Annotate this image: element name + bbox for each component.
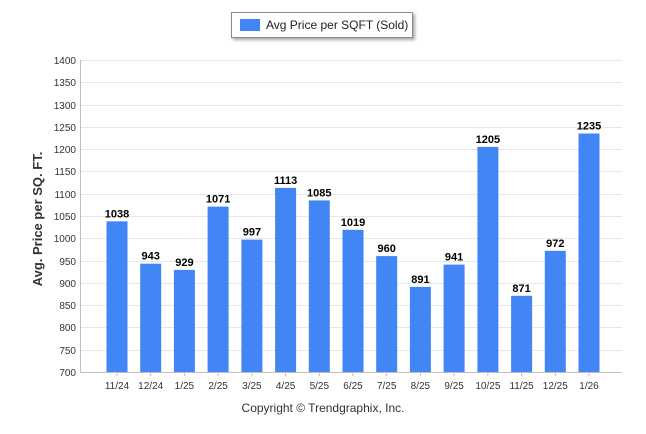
x-tick-label: 5/25 [310,381,330,392]
bar [173,269,195,372]
y-tick-label: 1300 [54,101,77,112]
x-tick-label: 1/26 [579,381,599,392]
y-axis-title: Avg. Price per SQ. FT. [30,152,45,287]
bar [342,229,364,372]
y-tick-label: 900 [59,279,76,290]
data-label: 1071 [206,194,230,206]
data-label: 941 [445,252,463,264]
bar [409,286,431,372]
bar [106,221,128,372]
bar [140,263,162,372]
y-tick-label: 1000 [54,234,77,245]
bar [477,146,499,372]
data-labels: 1038 943 929 1071 997 1113 1085 1019 960 891 941 12… [105,121,601,295]
y-tick-label: 750 [59,346,76,357]
y-tick-label: 950 [59,257,76,268]
data-label: 1085 [307,187,331,199]
bar [511,295,533,372]
data-label: 1019 [341,217,365,229]
y-tick-label: 1150 [54,167,76,178]
y-tick-label: 1400 [54,56,77,67]
x-tick-label: 12/24 [138,381,163,392]
bar [241,239,263,372]
legend-label: Avg Price per SQFT (Sold) [266,18,409,32]
data-label: 997 [243,227,261,239]
data-label: 1038 [105,208,129,220]
bar [578,133,600,372]
data-label: 1113 [274,175,297,187]
data-label: 1205 [476,134,500,146]
x-tick-label: 8/25 [411,381,431,392]
copyright-text: Copyright © Trendgraphix, Inc. [241,401,405,415]
y-tick-label: 1050 [54,212,77,223]
y-tick-label: 1250 [54,123,77,134]
data-label: 929 [175,257,193,269]
x-tick-label: 3/25 [242,381,262,392]
bar [443,264,465,372]
x-tick-label: 7/25 [377,381,397,392]
x-tick-label: 11/25 [509,381,534,392]
legend-swatch-icon [240,19,260,31]
x-tick-label: 10/25 [475,381,500,392]
axes [80,60,622,376]
y-tick-label: 1100 [54,190,76,201]
bar [207,206,229,372]
legend[interactable]: Avg Price per SQFT (Sold) [231,12,413,38]
bar [376,256,398,372]
x-tick-label: 11/24 [105,381,130,392]
data-label: 960 [378,243,396,255]
data-label: 1235 [577,121,601,133]
data-label: 891 [411,274,429,286]
tick-labels: 700 750 800 850 900 950 1000 1050 1100 1150 1200 12… [54,56,599,392]
y-tick-label: 850 [59,301,76,312]
y-tick-label: 800 [59,323,76,334]
y-tick-label: 1200 [54,145,77,156]
y-tick-label: 700 [59,368,76,379]
data-label: 943 [142,251,160,263]
x-tick-label: 2/25 [208,381,228,392]
bars [106,133,600,372]
bar [275,187,297,372]
y-tick-label: 1350 [54,78,77,89]
x-tick-label: 6/25 [343,381,363,392]
x-tick-label: 1/25 [175,381,195,392]
x-tick-label: 9/25 [444,381,464,392]
data-label: 972 [546,238,564,250]
bar [544,250,566,372]
data-label: 871 [512,283,530,295]
bar [308,200,330,372]
x-tick-label: 12/25 [543,381,568,392]
x-tick-label: 4/25 [276,381,296,392]
